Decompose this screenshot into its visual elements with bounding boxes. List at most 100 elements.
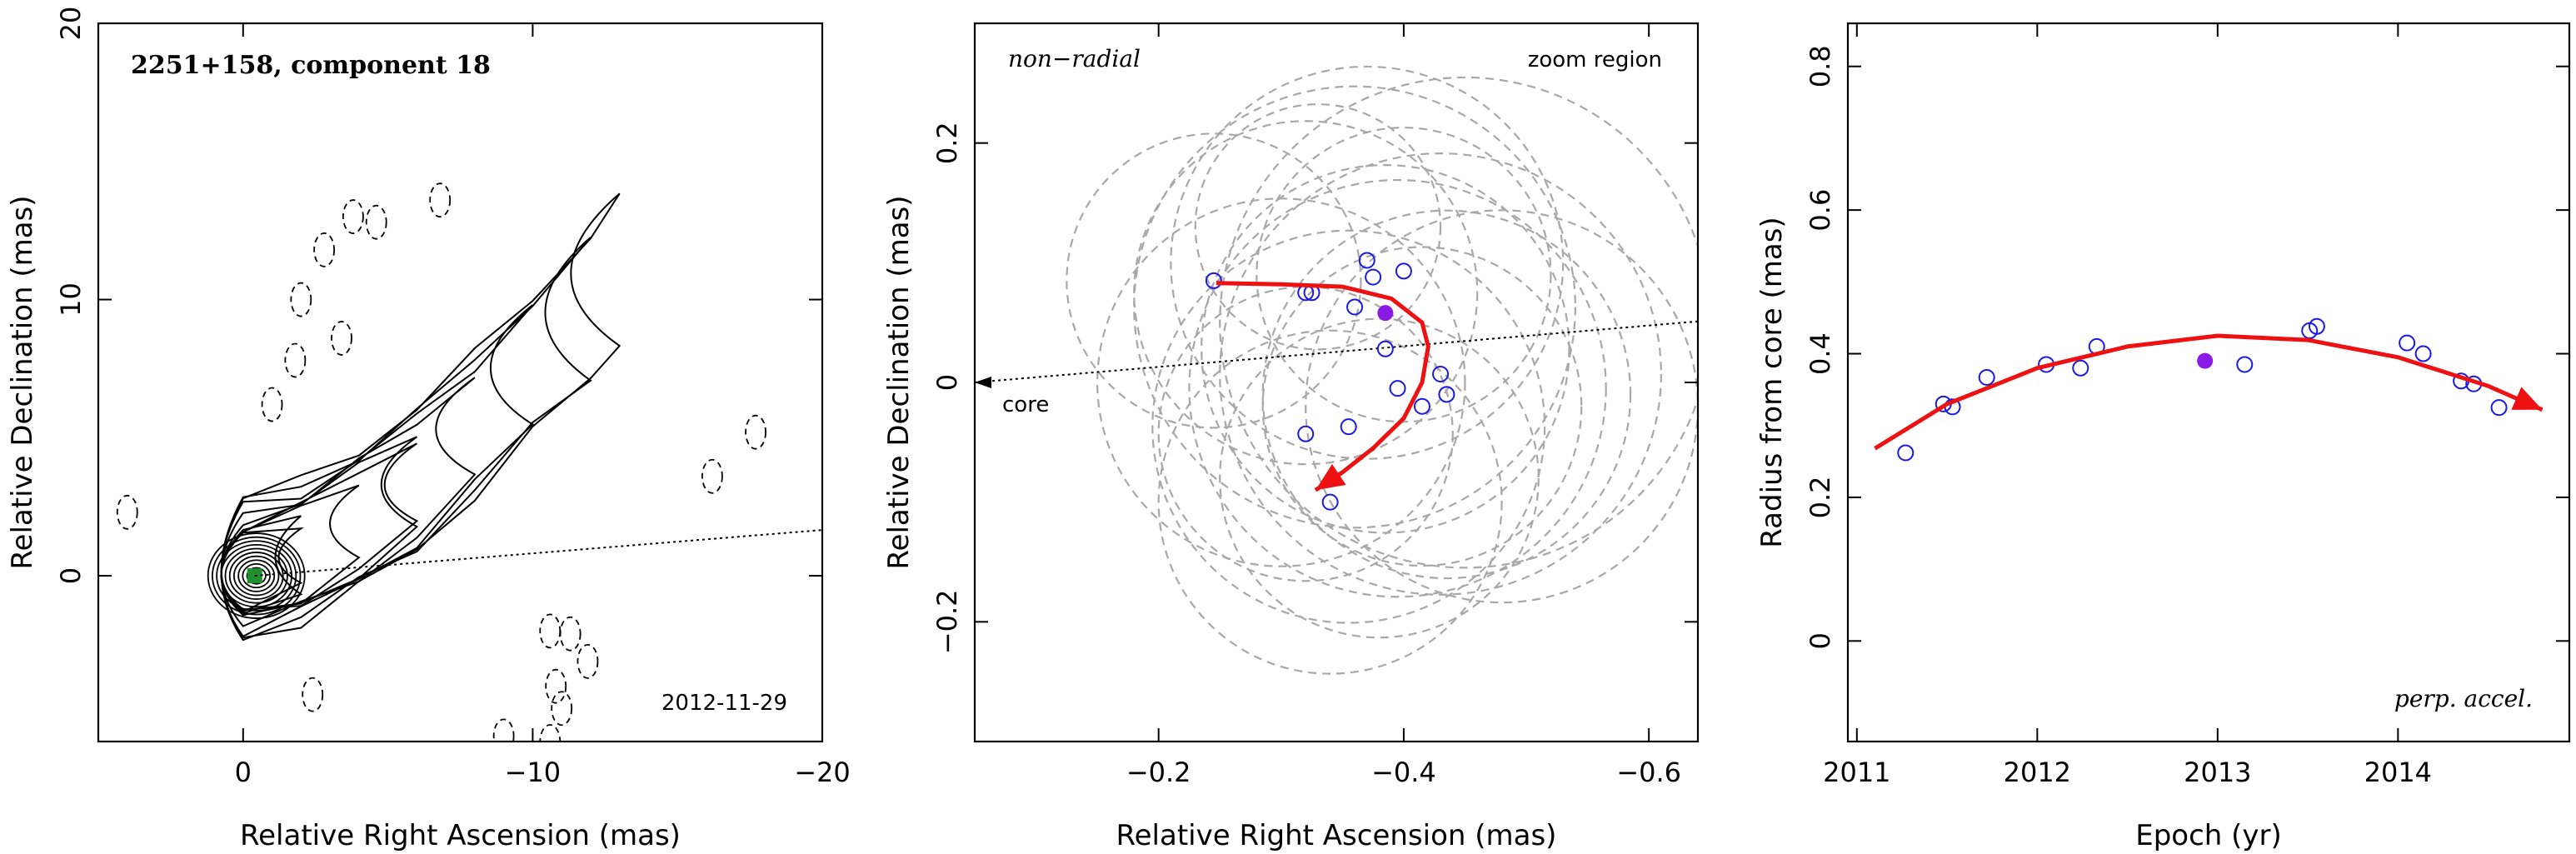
panel-radius-vs-epoch: 2011 2012 2013 2014 0 0.2 0.4 0.6 0.8 Epoch (yr) R… <box>1755 22 2571 852</box>
zoom-x-axis-label: Relative Right Ascension (mas) <box>1116 819 1557 852</box>
direction-line <box>254 529 822 577</box>
core-label: core <box>1002 392 1049 417</box>
epoch-ytick-label: 0.2 <box>1805 476 1836 518</box>
core-contour <box>242 562 272 589</box>
core-contour <box>212 536 302 616</box>
data-point <box>1978 368 1995 386</box>
uncertainty-circle <box>1066 132 1362 429</box>
data-point <box>2490 399 2508 417</box>
epoch-plot-area <box>1874 317 2544 462</box>
negative-contour <box>302 677 324 712</box>
data-point <box>1438 386 1455 403</box>
data-point <box>1376 340 1394 357</box>
core-contour <box>216 540 297 612</box>
non-radial-label: non−radial <box>1008 45 1141 72</box>
uncertainty-circle <box>1261 209 1632 580</box>
data-point <box>1897 444 1915 462</box>
uncertainty-circle <box>1201 163 1570 534</box>
uncertainty-circle <box>1219 317 1540 639</box>
map-x-axis-label: Relative Right Ascension (mas) <box>240 819 681 852</box>
data-point <box>2414 345 2432 362</box>
data-point <box>1389 380 1406 397</box>
data-point <box>1205 272 1222 289</box>
negative-contour <box>551 691 573 727</box>
uncertainty-circle <box>1157 329 1503 675</box>
uncertainty-circle <box>1305 209 1698 604</box>
data-point <box>1413 397 1430 415</box>
core-contour <box>233 555 280 597</box>
zoom-ytick-label: 0 <box>931 374 963 391</box>
negative-contour <box>365 204 387 240</box>
uncertainty-circle <box>1219 152 1662 596</box>
fit-curve <box>1874 333 2544 451</box>
map-plot-frame <box>97 22 824 743</box>
data-point <box>2399 334 2416 352</box>
uncertainty-circle <box>1219 76 1698 569</box>
negative-contour <box>539 613 562 649</box>
zoom-region-label: zoom region <box>1528 47 1662 72</box>
epoch-ytick-label: 0.8 <box>1805 45 1836 87</box>
negative-contour <box>559 616 582 652</box>
positive-contour <box>220 527 304 613</box>
perp-accel-label: perp. accel. <box>2394 685 2533 712</box>
highlight-point <box>1377 305 1394 322</box>
data-point <box>1297 425 1315 442</box>
negative-contour <box>116 494 138 530</box>
fit-curve <box>1216 281 1430 492</box>
core-contour <box>220 543 293 608</box>
panel-contour-map: 0 −10 −20 0 10 20 Relative Right Ascension (ma… <box>6 7 851 852</box>
zoom-plot-frame <box>973 22 1700 743</box>
core-contour <box>237 559 276 592</box>
map-date-label: 2012-11-29 <box>661 691 787 716</box>
zoom-xtick-label: −0.2 <box>1126 757 1191 788</box>
negative-contour <box>261 387 283 422</box>
epoch-y-axis-label: Radius from core (mas) <box>1755 217 1789 547</box>
epoch-xtick-label: 2011 <box>1823 757 1890 788</box>
uncertainty-circle <box>1157 286 1454 582</box>
uncertainty-circle <box>1170 65 1565 460</box>
negative-contour <box>331 321 352 356</box>
map-xtick-label: 0 <box>235 757 252 788</box>
fit-arrow-head <box>1315 463 1346 491</box>
negative-contour <box>701 458 723 494</box>
data-point <box>1358 252 1375 269</box>
negative-contour <box>284 342 307 378</box>
positive-contour <box>220 304 535 638</box>
epoch-x-axis-label: Epoch (yr) <box>2135 819 2282 852</box>
data-point <box>1340 418 1357 436</box>
data-point <box>1321 493 1339 511</box>
map-xtick-label: −10 <box>505 757 562 788</box>
map-y-axis-label: Relative Declination (mas) <box>6 195 39 569</box>
epoch-xtick-label: 2012 <box>2004 757 2071 788</box>
zoom-plot-area <box>975 65 1698 675</box>
negative-contour <box>342 199 364 234</box>
data-point <box>1395 262 1412 280</box>
map-ytick-label: 0 <box>55 567 87 584</box>
data-point <box>1346 298 1364 316</box>
uncertainty-circle <box>1194 103 1442 351</box>
map-xtick-label: −20 <box>794 757 851 788</box>
negative-contour <box>745 414 766 450</box>
highlight-point <box>2197 352 2214 369</box>
epoch-ytick-label: 0.4 <box>1805 332 1836 375</box>
core-contour <box>207 532 306 619</box>
epoch-ytick-label: 0 <box>1805 632 1836 649</box>
fit-arrow-head <box>2511 387 2543 410</box>
epoch-xtick-label: 2014 <box>2364 757 2432 788</box>
epoch-xtick-label: 2013 <box>2184 757 2251 788</box>
negative-contour <box>313 232 336 267</box>
map-ytick-label: 20 <box>55 7 87 41</box>
negative-contour <box>290 282 312 317</box>
uncertainty-circle <box>1133 85 1576 529</box>
negative-contour <box>492 718 515 742</box>
data-point <box>2308 317 2325 335</box>
data-point <box>1432 365 1450 382</box>
zoom-ytick-label: 0.2 <box>931 122 963 164</box>
epoch-ytick-label: 0.6 <box>1805 189 1836 232</box>
core-contour <box>246 567 267 585</box>
data-point <box>2236 356 2254 373</box>
zoom-y-axis-label: Relative Declination (mas) <box>882 195 916 569</box>
contour-plot-area <box>116 182 822 742</box>
zoom-ytick-label: −0.2 <box>931 589 963 654</box>
